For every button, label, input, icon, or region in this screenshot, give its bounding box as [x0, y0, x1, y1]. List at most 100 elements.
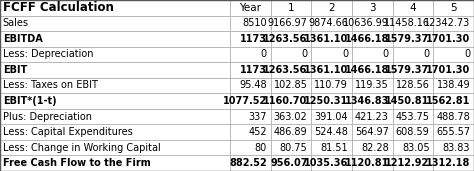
Text: 119.35: 119.35: [355, 81, 389, 90]
Bar: [392, 0, 433, 16]
Text: Less: Depreciation: Less: Depreciation: [3, 49, 93, 59]
Text: 5: 5: [450, 3, 457, 13]
Bar: [271, 109, 311, 124]
Bar: [230, 78, 271, 93]
Text: 1035.36: 1035.36: [304, 158, 348, 168]
Text: 83.05: 83.05: [402, 143, 429, 153]
Text: Year: Year: [239, 3, 261, 13]
Bar: [433, 124, 474, 140]
Text: 363.02: 363.02: [274, 112, 308, 122]
Text: 1701.30: 1701.30: [426, 65, 470, 75]
Text: FCFF Calculation: FCFF Calculation: [3, 1, 114, 14]
Bar: [392, 93, 433, 109]
Text: Free Cash Flow to the Firm: Free Cash Flow to the Firm: [3, 158, 151, 168]
Bar: [311, 16, 352, 31]
Bar: [392, 62, 433, 78]
Text: 0: 0: [464, 49, 470, 59]
Text: 8510: 8510: [242, 18, 267, 28]
Bar: [0, 140, 230, 155]
Text: 452: 452: [248, 127, 267, 137]
Text: 4: 4: [410, 3, 416, 13]
Text: 1701.30: 1701.30: [426, 34, 470, 44]
Bar: [0, 109, 230, 124]
Text: 391.04: 391.04: [315, 112, 348, 122]
Text: 0: 0: [261, 49, 267, 59]
Bar: [271, 47, 311, 62]
Bar: [352, 140, 392, 155]
Text: 80: 80: [255, 143, 267, 153]
Bar: [352, 62, 392, 78]
Bar: [433, 109, 474, 124]
Bar: [230, 16, 271, 31]
Bar: [392, 31, 433, 47]
Text: 102.85: 102.85: [273, 81, 308, 90]
Bar: [352, 0, 392, 16]
Text: 9166.97: 9166.97: [268, 18, 308, 28]
Bar: [0, 62, 230, 78]
Bar: [392, 124, 433, 140]
Text: 10636.99: 10636.99: [343, 18, 389, 28]
Bar: [311, 93, 352, 109]
Text: 524.48: 524.48: [314, 127, 348, 137]
Bar: [230, 109, 271, 124]
Text: 81.51: 81.51: [320, 143, 348, 153]
Text: 486.89: 486.89: [274, 127, 308, 137]
Bar: [271, 16, 311, 31]
Bar: [352, 109, 392, 124]
Bar: [433, 0, 474, 16]
Text: EBIT: EBIT: [3, 65, 27, 75]
Text: Sales: Sales: [3, 18, 29, 28]
Text: 1: 1: [288, 3, 294, 13]
Text: 0: 0: [301, 49, 308, 59]
Bar: [0, 155, 230, 171]
Bar: [433, 47, 474, 62]
Bar: [230, 62, 271, 78]
Bar: [0, 47, 230, 62]
Bar: [433, 62, 474, 78]
Text: 564.97: 564.97: [355, 127, 389, 137]
Bar: [433, 155, 474, 171]
Bar: [311, 31, 352, 47]
Text: 3: 3: [369, 3, 375, 13]
Text: Less: Capital Expenditures: Less: Capital Expenditures: [3, 127, 133, 137]
Bar: [433, 93, 474, 109]
Bar: [271, 62, 311, 78]
Bar: [0, 0, 230, 16]
Bar: [352, 16, 392, 31]
Bar: [392, 140, 433, 155]
Text: 1250.31: 1250.31: [304, 96, 348, 106]
Bar: [0, 78, 230, 93]
Text: 1312.18: 1312.18: [426, 158, 470, 168]
Bar: [433, 78, 474, 93]
Bar: [311, 62, 352, 78]
Text: 956.07: 956.07: [270, 158, 308, 168]
Text: 1346.83: 1346.83: [345, 96, 389, 106]
Text: 1077.52: 1077.52: [223, 96, 267, 106]
Text: 1450.81: 1450.81: [385, 96, 429, 106]
Text: 9874.66: 9874.66: [308, 18, 348, 28]
Bar: [0, 16, 230, 31]
Text: 95.48: 95.48: [239, 81, 267, 90]
Text: 488.78: 488.78: [437, 112, 470, 122]
Text: 0: 0: [383, 49, 389, 59]
Bar: [392, 78, 433, 93]
Text: 1579.37: 1579.37: [385, 34, 429, 44]
Bar: [0, 124, 230, 140]
Text: 1466.18: 1466.18: [345, 34, 389, 44]
Text: 1120.81: 1120.81: [345, 158, 389, 168]
Bar: [0, 93, 230, 109]
Bar: [311, 109, 352, 124]
Text: 0: 0: [423, 49, 429, 59]
Bar: [392, 109, 433, 124]
Text: Less: Taxes on EBIT: Less: Taxes on EBIT: [3, 81, 98, 90]
Text: 12342.73: 12342.73: [424, 18, 470, 28]
Bar: [352, 47, 392, 62]
Bar: [433, 16, 474, 31]
Text: 1562.81: 1562.81: [426, 96, 470, 106]
Bar: [230, 31, 271, 47]
Text: 1173: 1173: [240, 65, 267, 75]
Text: 110.79: 110.79: [314, 81, 348, 90]
Bar: [271, 124, 311, 140]
Text: 0: 0: [342, 49, 348, 59]
Text: 138.49: 138.49: [437, 81, 470, 90]
